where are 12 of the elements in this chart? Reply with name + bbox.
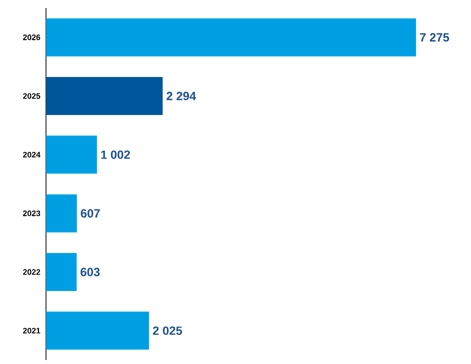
bar: [46, 253, 77, 292]
data-label: 2 025: [152, 326, 182, 335]
bar: [46, 136, 97, 174]
bar: [46, 18, 416, 56]
data-label: 607: [80, 209, 100, 218]
data-label: 603: [80, 268, 100, 276]
data-label: 1 002: [101, 150, 130, 159]
bar: [46, 194, 77, 232]
bar: [46, 312, 149, 350]
data-label: 2 294: [166, 92, 196, 100]
bar: [46, 77, 163, 116]
data-label: 7 275: [420, 33, 450, 42]
